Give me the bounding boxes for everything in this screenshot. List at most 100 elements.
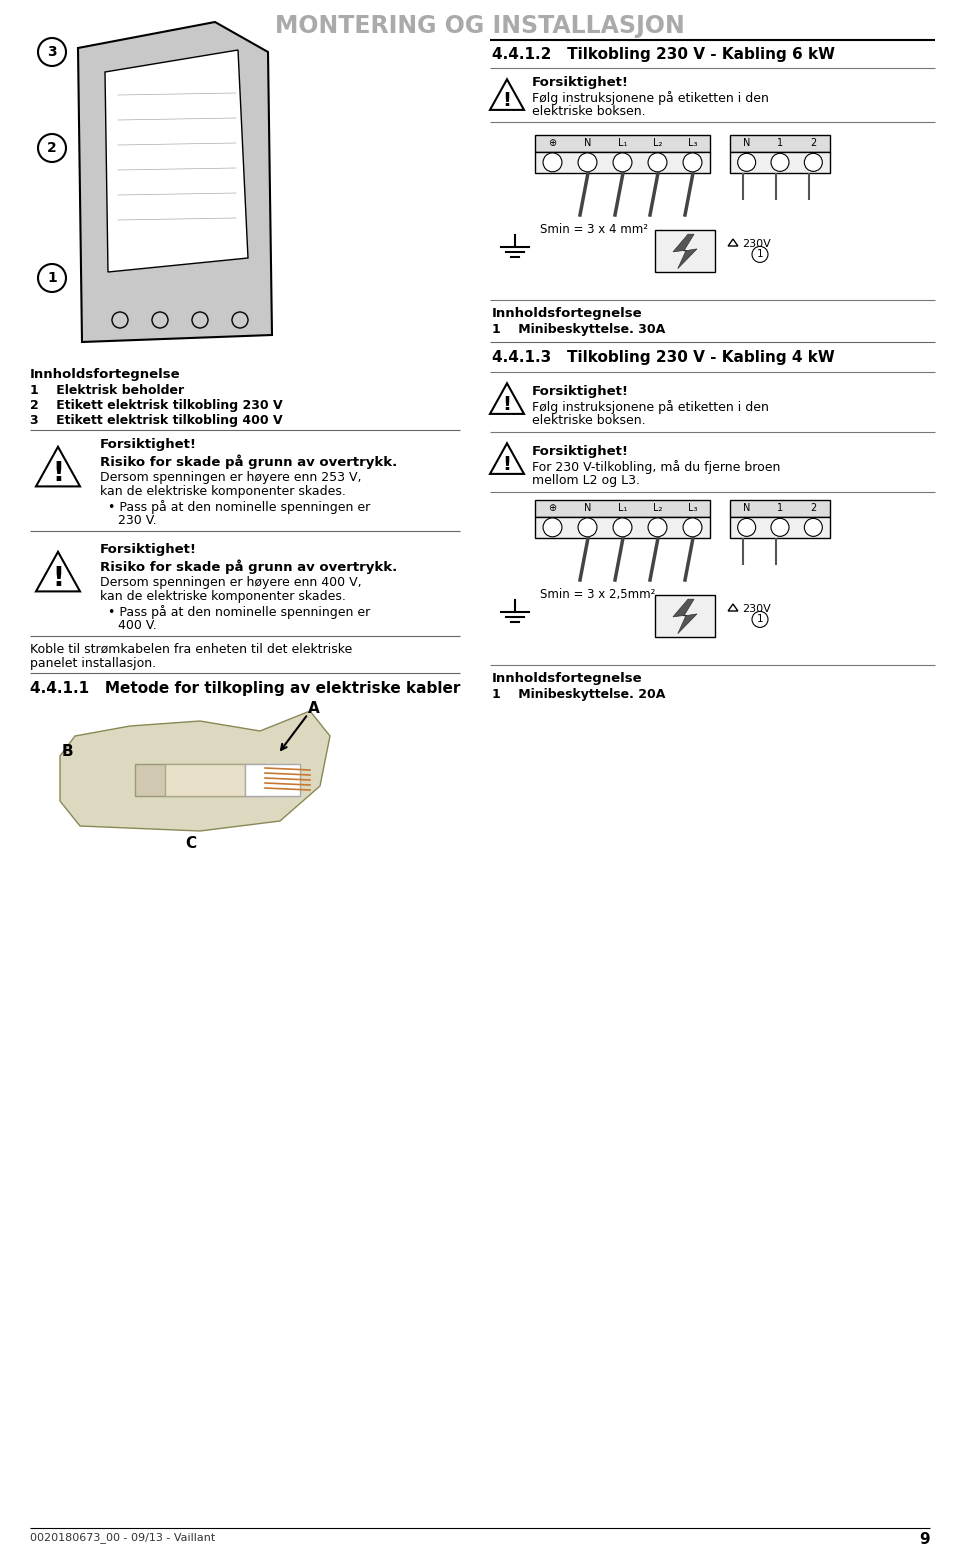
Polygon shape	[60, 711, 330, 830]
Text: 3: 3	[47, 45, 57, 59]
Circle shape	[648, 517, 667, 538]
Text: • Pass på at den nominelle spenningen er: • Pass på at den nominelle spenningen er	[108, 500, 371, 514]
Text: C: C	[185, 836, 196, 850]
Text: elektriske boksen.: elektriske boksen.	[532, 105, 646, 118]
Circle shape	[578, 517, 597, 538]
Circle shape	[804, 153, 823, 172]
Text: Forsiktighet!: Forsiktighet!	[100, 544, 197, 556]
Bar	[535, 500, 710, 517]
Text: 3    Etikett elektrisk tilkobling 400 V: 3 Etikett elektrisk tilkobling 400 V	[30, 414, 282, 428]
Text: 1    Minibeskyttelse. 30A: 1 Minibeskyttelse. 30A	[492, 324, 665, 336]
Text: panelet installasjon.: panelet installasjon.	[30, 657, 156, 671]
Text: kan de elektriske komponenter skades.: kan de elektriske komponenter skades.	[100, 590, 346, 603]
Circle shape	[737, 153, 756, 172]
Text: 2: 2	[47, 141, 57, 155]
Text: ⊕: ⊕	[548, 503, 557, 513]
Bar	[730, 517, 830, 538]
Text: Forsiktighet!: Forsiktighet!	[532, 386, 629, 398]
Text: 1    Elektrisk beholder: 1 Elektrisk beholder	[30, 384, 184, 397]
Text: kan de elektriske komponenter skades.: kan de elektriske komponenter skades.	[100, 485, 346, 497]
Bar	[730, 500, 830, 517]
Circle shape	[38, 135, 66, 163]
Bar	[135, 764, 265, 796]
Text: Dersom spenningen er høyere enn 400 V,: Dersom spenningen er høyere enn 400 V,	[100, 576, 362, 589]
Circle shape	[684, 517, 702, 538]
Circle shape	[752, 612, 768, 627]
Polygon shape	[673, 234, 697, 268]
Text: 0020180673_00 - 09/13 - Vaillant: 0020180673_00 - 09/13 - Vaillant	[30, 1532, 215, 1543]
Text: Risiko for skade på grunn av overtrykk.: Risiko for skade på grunn av overtrykk.	[100, 454, 397, 468]
Text: • Pass på at den nominelle spenningen er: • Pass på at den nominelle spenningen er	[108, 606, 371, 620]
Text: !: !	[502, 455, 512, 474]
Text: 230 V.: 230 V.	[118, 514, 156, 527]
Bar	[730, 152, 830, 173]
Text: L₁: L₁	[618, 138, 627, 149]
Text: Dersom spenningen er høyere enn 253 V,: Dersom spenningen er høyere enn 253 V,	[100, 471, 362, 483]
Circle shape	[152, 311, 168, 328]
Text: Forsiktighet!: Forsiktighet!	[532, 76, 629, 88]
Bar	[245, 764, 300, 796]
Text: mellom L2 og L3.: mellom L2 og L3.	[532, 474, 640, 486]
Text: 4.4.1.2   Tilkobling 230 V - Kabling 6 kW: 4.4.1.2 Tilkobling 230 V - Kabling 6 kW	[492, 46, 835, 62]
Text: Innholdsfortegnelse: Innholdsfortegnelse	[30, 369, 180, 381]
Text: N: N	[743, 503, 751, 513]
Text: L₂: L₂	[653, 138, 662, 149]
Bar	[165, 764, 245, 796]
Text: N: N	[584, 503, 591, 513]
Text: L₁: L₁	[618, 503, 627, 513]
Circle shape	[543, 517, 562, 538]
Text: 1: 1	[47, 271, 57, 285]
Text: Forsiktighet!: Forsiktighet!	[532, 445, 629, 459]
Circle shape	[543, 153, 562, 172]
Circle shape	[38, 39, 66, 67]
Text: Risiko for skade på grunn av overtrykk.: Risiko for skade på grunn av overtrykk.	[100, 559, 397, 573]
Text: !: !	[502, 91, 512, 110]
Text: For 230 V-tilkobling, må du fjerne broen: For 230 V-tilkobling, må du fjerne broen	[532, 460, 780, 474]
Text: L₃: L₃	[687, 138, 697, 149]
Circle shape	[771, 519, 789, 536]
Text: Innholdsfortegnelse: Innholdsfortegnelse	[492, 307, 642, 321]
Text: 1: 1	[756, 615, 763, 624]
Text: Koble til strømkabelen fra enheten til det elektriske: Koble til strømkabelen fra enheten til d…	[30, 643, 352, 655]
Text: Smin = 3 x 2,5mm²: Smin = 3 x 2,5mm²	[540, 589, 656, 601]
Bar	[535, 135, 710, 152]
Text: 2    Etikett elektrisk tilkobling 230 V: 2 Etikett elektrisk tilkobling 230 V	[30, 400, 282, 412]
Text: elektriske boksen.: elektriske boksen.	[532, 414, 646, 428]
Text: B: B	[62, 744, 74, 759]
Circle shape	[804, 519, 823, 536]
Text: ⊕: ⊕	[548, 138, 557, 149]
Text: 1    Minibeskyttelse. 20A: 1 Minibeskyttelse. 20A	[492, 688, 665, 702]
Circle shape	[112, 311, 128, 328]
Circle shape	[232, 311, 248, 328]
Text: Smin = 3 x 4 mm²: Smin = 3 x 4 mm²	[540, 223, 648, 235]
Bar	[535, 517, 710, 538]
Text: N: N	[743, 138, 751, 149]
Text: A: A	[308, 702, 320, 716]
Text: L₂: L₂	[653, 503, 662, 513]
Text: N: N	[584, 138, 591, 149]
Text: 1: 1	[777, 138, 783, 149]
Polygon shape	[673, 599, 697, 634]
Circle shape	[38, 263, 66, 293]
Text: !: !	[502, 395, 512, 414]
Text: 230V: 230V	[742, 604, 771, 613]
Text: Forsiktighet!: Forsiktighet!	[100, 438, 197, 451]
Text: Følg instruksjonene på etiketten i den: Følg instruksjonene på etiketten i den	[532, 91, 769, 105]
Bar	[655, 595, 715, 637]
Text: 4.4.1.3   Tilkobling 230 V - Kabling 4 kW: 4.4.1.3 Tilkobling 230 V - Kabling 4 kW	[492, 350, 835, 366]
Text: 230V: 230V	[742, 239, 771, 249]
Circle shape	[771, 153, 789, 172]
Polygon shape	[105, 50, 248, 273]
Text: MONTERING OG INSTALLASJON: MONTERING OG INSTALLASJON	[276, 14, 684, 39]
Text: 1: 1	[777, 503, 783, 513]
Circle shape	[648, 153, 667, 172]
Text: !: !	[52, 462, 64, 488]
Text: 2: 2	[810, 138, 816, 149]
Circle shape	[192, 311, 208, 328]
Circle shape	[752, 246, 768, 262]
Circle shape	[737, 519, 756, 536]
Text: L₃: L₃	[687, 503, 697, 513]
Circle shape	[613, 517, 632, 538]
Polygon shape	[78, 22, 272, 342]
Text: 400 V.: 400 V.	[118, 620, 156, 632]
